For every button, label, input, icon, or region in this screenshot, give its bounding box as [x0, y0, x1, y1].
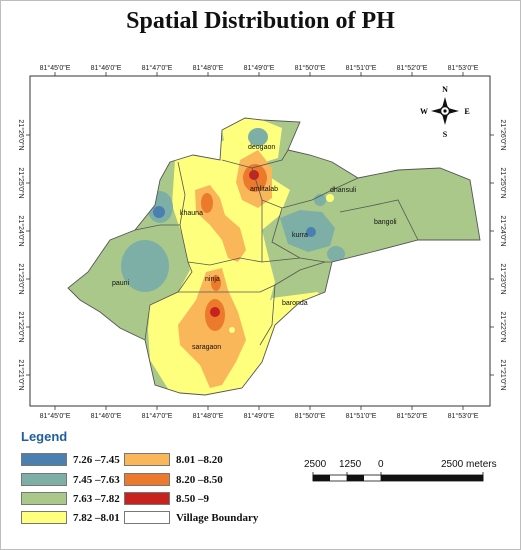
- lat-label-right: 21°25'0"N: [499, 167, 507, 198]
- scale-bar: [312, 472, 484, 482]
- lon-label-top: 81°47'0"E: [142, 64, 173, 72]
- village-label-amlitalab: amlitalab: [250, 186, 278, 193]
- legend-item: 8.20 –8.50: [124, 472, 223, 487]
- lon-label-top: 81°48'0"E: [193, 64, 224, 72]
- lon-label-top: 81°51'0"E: [346, 64, 377, 72]
- zone-7-45-7-63: [314, 194, 326, 206]
- compass-e-label: E: [464, 107, 469, 116]
- village-boundaries: [134, 149, 419, 346]
- lon-label-bottom: 81°45'0"E: [40, 412, 71, 420]
- legend-swatch: [21, 453, 67, 466]
- legend-swatch: [124, 453, 170, 466]
- lon-label-bottom: 81°48'0"E: [193, 412, 224, 420]
- lon-label-bottom: 81°47'0"E: [142, 412, 173, 420]
- lon-label-top: 81°52'0"E: [397, 64, 428, 72]
- compass-n-label: N: [442, 85, 448, 94]
- lon-label-bottom: 81°53'0"E: [448, 412, 479, 420]
- scale-label: 0: [378, 459, 384, 470]
- lon-label-top: 81°50'0"E: [295, 64, 326, 72]
- legend-label: 8.50 –9: [176, 492, 209, 505]
- legend-item: 7.82 –8.01: [21, 510, 120, 525]
- village-label-ninja: ninja: [205, 276, 220, 283]
- tick-marks-top: [54, 72, 464, 76]
- legend-item: 8.50 –9: [124, 491, 209, 506]
- lon-label-top: 81°49'0"E: [244, 64, 275, 72]
- lat-label-right: 21°22'0"N: [499, 311, 507, 342]
- zone-7-82-8-01: [326, 194, 334, 202]
- legend-label: 7.82 –8.01: [73, 511, 120, 524]
- zone-8-20-8-50: [211, 275, 221, 291]
- legend-swatch: [124, 473, 170, 486]
- zone-7-45-7-63: [248, 128, 268, 146]
- legend-swatch: [21, 473, 67, 486]
- lon-label-bottom: 81°49'0"E: [244, 412, 275, 420]
- zone-8-50-9: [210, 307, 220, 317]
- village-label-dhansuli: dhansuli: [330, 187, 357, 194]
- legend-label: 7.26 –7.45: [73, 453, 120, 466]
- legend-swatch: [124, 492, 170, 505]
- legend-item: 7.63 –7.82: [21, 491, 120, 506]
- lon-label-top: 81°45'0"E: [40, 64, 71, 72]
- legend-label: Village Boundary: [176, 511, 259, 524]
- village-label-kurra: kurra: [292, 232, 308, 239]
- lat-label-left: 21°25'0"N: [17, 167, 25, 198]
- legend-swatch: [124, 511, 170, 524]
- legend-label: 7.45 –7.63: [73, 473, 120, 486]
- compass-rose-icon: [431, 97, 459, 125]
- zone-7-45-7-63: [121, 240, 169, 292]
- village-label-baronda: baronda: [282, 300, 308, 307]
- village-label-bangoli: bangoli: [374, 219, 397, 226]
- scale-label: 2500: [304, 459, 327, 470]
- legend-swatch: [21, 511, 67, 524]
- zone-7-82-8-01: [229, 327, 235, 333]
- lat-label-left: 21°21'0"N: [17, 359, 25, 390]
- study-area-outline: [67, 117, 481, 396]
- village-label-saragaon: saragaon: [192, 344, 221, 351]
- tick-marks-left: [26, 134, 30, 376]
- tick-marks-right: [490, 134, 494, 376]
- legend-label: 7.63 –7.82: [73, 492, 120, 505]
- compass-s-label: S: [443, 130, 448, 139]
- zone-7-26-7-45: [306, 227, 316, 237]
- compass-w-label: W: [420, 107, 428, 116]
- lat-label-left: 21°24'0"N: [17, 215, 25, 246]
- legend-swatch: [21, 492, 67, 505]
- legend-label: 8.01 –8.20: [176, 453, 223, 466]
- lat-label-right: 21°26'0"N: [499, 119, 507, 150]
- lat-label-left: 21°22'0"N: [17, 311, 25, 342]
- lon-label-bottom: 81°52'0"E: [397, 412, 428, 420]
- lat-label-right: 21°21'0"N: [499, 359, 507, 390]
- zone-8-20-8-50: [201, 193, 213, 213]
- lat-label-right: 21°23'0"N: [499, 263, 507, 294]
- legend-item: 7.45 –7.63: [21, 472, 120, 487]
- zone-7-45-7-63: [327, 246, 345, 262]
- lat-label-left: 21°26'0"N: [17, 119, 25, 150]
- lon-label-bottom: 81°46'0"E: [91, 412, 122, 420]
- lon-label-top: 81°46'0"E: [91, 64, 122, 72]
- lat-label-right: 21°24'0"N: [499, 215, 507, 246]
- legend-item: 7.26 –7.45: [21, 452, 120, 467]
- scale-label: 1250: [339, 459, 362, 470]
- legend-item: 8.01 –8.20: [124, 452, 223, 467]
- lon-label-bottom: 81°50'0"E: [295, 412, 326, 420]
- village-label-khauna: khauna: [180, 210, 203, 217]
- lon-label-bottom: 81°51'0"E: [346, 412, 377, 420]
- scale-label: 2500 meters: [441, 459, 497, 470]
- tick-marks-bottom: [54, 406, 464, 410]
- legend-label: 8.20 –8.50: [176, 473, 223, 486]
- legend-title: Legend: [21, 429, 68, 444]
- village-label-pauni: pauni: [112, 280, 130, 287]
- zone-7-26-7-45: [153, 206, 165, 218]
- village-label-deogaon: deogaon: [248, 144, 275, 151]
- lat-label-left: 21°23'0"N: [17, 263, 25, 294]
- lon-label-top: 81°53'0"E: [448, 64, 479, 72]
- legend-item: Village Boundary: [124, 510, 258, 525]
- map-title: Spatial Distribution of PH: [126, 8, 395, 34]
